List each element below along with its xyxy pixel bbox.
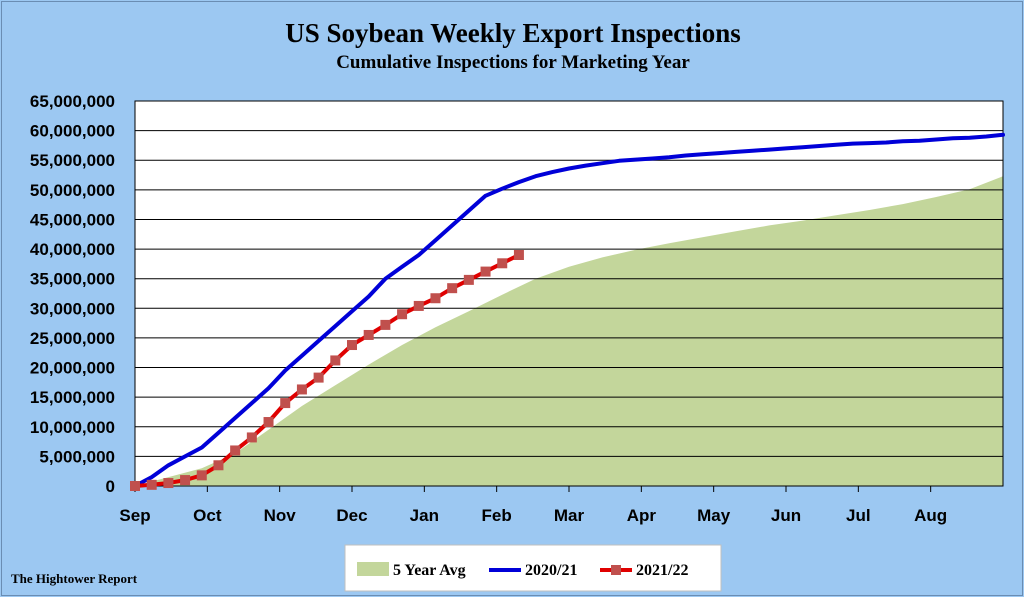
data-point <box>513 250 524 260</box>
data-point <box>146 479 157 490</box>
data-point <box>130 481 140 491</box>
y-tick-label: 50,000,000 <box>30 181 115 200</box>
series-area-0 <box>135 176 1003 486</box>
data-point <box>263 417 274 428</box>
data-point <box>430 293 441 304</box>
legend-label: 2021/22 <box>636 562 688 579</box>
y-tick-label: 60,000,000 <box>30 122 115 141</box>
y-tick-label: 40,000,000 <box>30 240 115 259</box>
legend-label: 2020/21 <box>525 562 577 579</box>
y-tick-label: 30,000,000 <box>30 299 115 318</box>
legend-swatch-area <box>357 562 389 576</box>
x-tick-label: May <box>697 506 731 525</box>
y-tick-label: 15,000,000 <box>30 388 115 407</box>
y-tick-label: 35,000,000 <box>30 270 115 289</box>
x-tick-label: Sep <box>119 506 150 525</box>
y-tick-label: 0 <box>106 477 115 496</box>
data-point <box>180 475 191 486</box>
y-tick-label: 65,000,000 <box>30 92 115 111</box>
y-tick-label: 55,000,000 <box>30 151 115 170</box>
data-point <box>196 470 207 481</box>
data-point <box>413 300 424 311</box>
data-point <box>163 478 174 489</box>
chart-subtitle: Cumulative Inspections for Marketing Yea… <box>336 52 690 73</box>
x-tick-label: Jan <box>410 506 439 525</box>
series-line-202021 <box>133 132 1005 488</box>
y-tick-label: 45,000,000 <box>30 210 115 229</box>
legend-label: 5 Year Avg <box>393 562 466 579</box>
data-point <box>497 258 508 269</box>
y-tick-label: 10,000,000 <box>30 418 115 437</box>
x-tick-label: Mar <box>554 506 585 525</box>
plot-area: 0 5,000,000 10,000,000 15,000,000 20,000,000… <box>30 92 1005 525</box>
legend-swatch-marker <box>611 565 621 575</box>
x-tick-label: Oct <box>193 506 222 525</box>
data-point <box>280 398 291 409</box>
data-point <box>246 432 257 443</box>
legend: 5 Year Avg 2020/21 2021/22 <box>344 544 722 592</box>
data-point <box>480 266 491 277</box>
x-tick-label: Apr <box>627 506 657 525</box>
chart-title: US Soybean Weekly Export Inspections <box>285 18 741 48</box>
x-tick-label: Feb <box>482 506 512 525</box>
data-point <box>230 445 241 456</box>
x-tick-label: Nov <box>264 506 297 525</box>
data-point <box>463 274 474 285</box>
y-tick-label: 5,000,000 <box>39 447 115 466</box>
data-point <box>363 329 374 340</box>
data-point <box>313 372 324 383</box>
data-point <box>447 283 458 294</box>
data-point <box>380 319 391 330</box>
data-point <box>347 340 357 351</box>
y-tick-label: 20,000,000 <box>30 359 115 378</box>
x-tick-label: Aug <box>914 506 947 525</box>
legend-box <box>344 544 722 592</box>
y-tick-label: 25,000,000 <box>30 329 115 348</box>
x-tick-label: Jul <box>846 506 871 525</box>
data-point <box>296 384 307 395</box>
source-label: The Hightower Report <box>11 571 138 586</box>
data-point <box>213 460 224 471</box>
x-tick-label: Dec <box>336 506 367 525</box>
data-point <box>397 309 408 320</box>
data-point <box>330 355 341 366</box>
x-tick-label: Jun <box>771 506 801 525</box>
